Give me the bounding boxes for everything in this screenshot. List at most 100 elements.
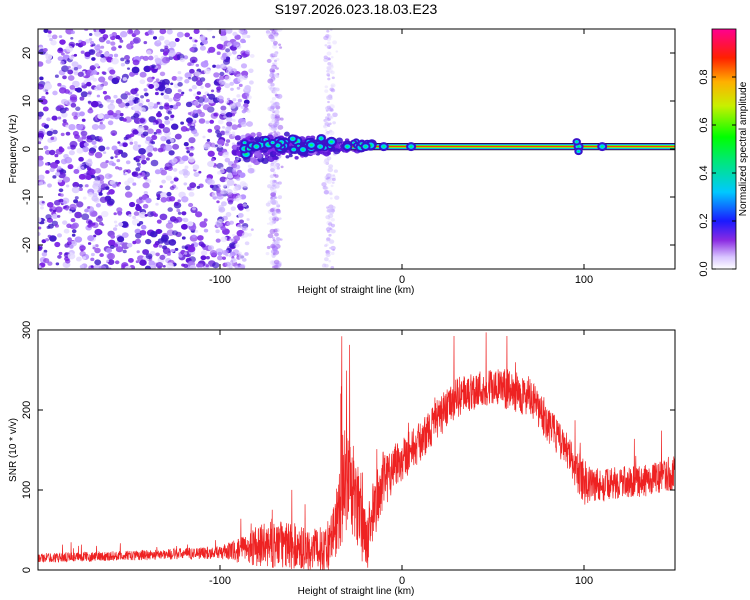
spectrogram-dot: [99, 196, 108, 203]
spectrogram-dot: [236, 150, 242, 156]
spectrogram-dot: [185, 146, 189, 150]
spectrogram-dot: [234, 243, 240, 248]
spectrogram-dot: [327, 167, 334, 173]
spectrogram-dot: [74, 196, 79, 200]
spectrogram-dot: [272, 62, 275, 65]
spectrogram-dot: [59, 107, 67, 114]
spectrogram-dot: [80, 41, 87, 46]
spectrogram-dot: [236, 224, 243, 229]
spectrogram-dot: [86, 135, 92, 140]
spectrogram-dot: [244, 241, 250, 246]
spectrogram-dot: [151, 134, 158, 140]
spectrogram-dot: [165, 175, 173, 181]
spectrogram-dot: [112, 112, 118, 118]
spectrogram-dot: [188, 88, 193, 92]
spectrogram-dot: [136, 250, 140, 254]
spectrogram-dot: [47, 34, 52, 38]
spectrogram-dot: [270, 188, 277, 194]
spectrogram-dot: [94, 151, 103, 159]
spectrogram-dot: [187, 62, 192, 67]
spectrogram-dot: [38, 265, 42, 269]
spectrogram-dot: [212, 64, 217, 68]
spectrogram-dot: [240, 63, 248, 69]
spectrogram-dot: [326, 151, 331, 156]
spectrogram-dot: [60, 132, 65, 137]
spectrogram-dot: [87, 192, 94, 197]
spectrogram-dot: [188, 152, 194, 157]
spectrogram-dot: [167, 50, 176, 57]
spectrogram-dot: [241, 109, 247, 114]
spectrogram-dot: [73, 71, 79, 76]
spectrogram-dot: [280, 165, 284, 169]
spectrogram-dot: [43, 257, 50, 264]
snr-x-axis: -100 0 100: [209, 330, 593, 587]
spectrogram-dot: [187, 245, 196, 253]
spectrogram-dot: [231, 144, 238, 150]
spectrogram-dot: [328, 260, 332, 263]
spectrogram-dot: [55, 148, 63, 155]
spectrogram-dot: [98, 36, 106, 43]
spectrogram-dot: [97, 113, 104, 120]
spectrogram-dot: [177, 82, 183, 87]
spectrogram-dot: [216, 146, 224, 153]
spectrogram-dot: [279, 117, 284, 121]
spectrogram-dot: [239, 181, 247, 187]
spectrogram-dot: [52, 209, 57, 213]
spectrogram-dot: [91, 140, 97, 145]
spectrogram-dot: [76, 64, 82, 70]
spectrogram-dot: [65, 131, 71, 136]
spectrogram-dot: [79, 245, 86, 251]
spectrogram-dot: [106, 146, 110, 150]
spectrogram-dot: [188, 202, 194, 208]
spectrogram-dot: [202, 39, 208, 45]
spectrogram-dot: [324, 44, 328, 47]
spectrogram-dot: [321, 182, 327, 187]
spectrogram-dot: [230, 260, 234, 263]
spectrogram-dot: [79, 111, 85, 117]
spectrogram-dot: [196, 185, 201, 189]
spectrogram-dot: [48, 149, 56, 156]
spectrogram-dot: [139, 157, 143, 161]
spectrogram-dot: [327, 100, 330, 104]
spectrogram-dot: [101, 210, 109, 218]
spectrogram-dot: [324, 129, 328, 132]
spectrogram-dot: [143, 176, 148, 180]
colorbar-tick-label: 0.8: [698, 69, 710, 84]
spectrogram-dot: [272, 90, 278, 95]
x-tick-label: 100: [575, 274, 593, 286]
spectrogram-dot: [238, 83, 243, 88]
spectrogram-dot: [332, 248, 335, 252]
spectrogram-dot: [118, 222, 124, 227]
spectrogram-dot: [47, 261, 53, 266]
spectrogram-dot: [222, 215, 228, 221]
spectrogram-dot: [98, 123, 106, 130]
spectrogram-dot: [63, 49, 67, 52]
spectrogram-dot: [59, 193, 64, 197]
spectrogram-dot: [279, 46, 283, 49]
spectrogram-dot: [81, 135, 87, 140]
spectrogram-dot: [192, 164, 200, 170]
spectrogram-dot: [226, 189, 233, 195]
spectrogram-dot: [45, 58, 52, 64]
spectrogram-dot: [330, 29, 333, 32]
spectrogram-dot: [219, 75, 225, 81]
figure-title: S197.2026.023.18.03.E23: [275, 1, 438, 17]
spectrogram-dot: [175, 101, 181, 107]
spectrogram-dot: [103, 51, 110, 57]
spectrogram-dot: [181, 196, 189, 203]
spectrogram-dot: [159, 254, 166, 260]
spectrogram-dot: [96, 94, 101, 98]
spectrogram-dot: [270, 243, 276, 249]
spectrogram-dot: [116, 184, 120, 187]
spectrogram-dot: [216, 51, 221, 55]
spectrogram-dot: [331, 177, 336, 182]
spectrogram-dot: [219, 168, 225, 174]
spectrogram-dot: [198, 118, 206, 124]
spectrogram-dot: [193, 100, 200, 106]
spectrogram-dot: [155, 78, 160, 82]
spectrogram-dot: [183, 251, 188, 255]
spectrogram-dot: [138, 106, 143, 111]
spectrogram-dot: [195, 76, 202, 82]
spectrogram-dot: [71, 61, 79, 68]
